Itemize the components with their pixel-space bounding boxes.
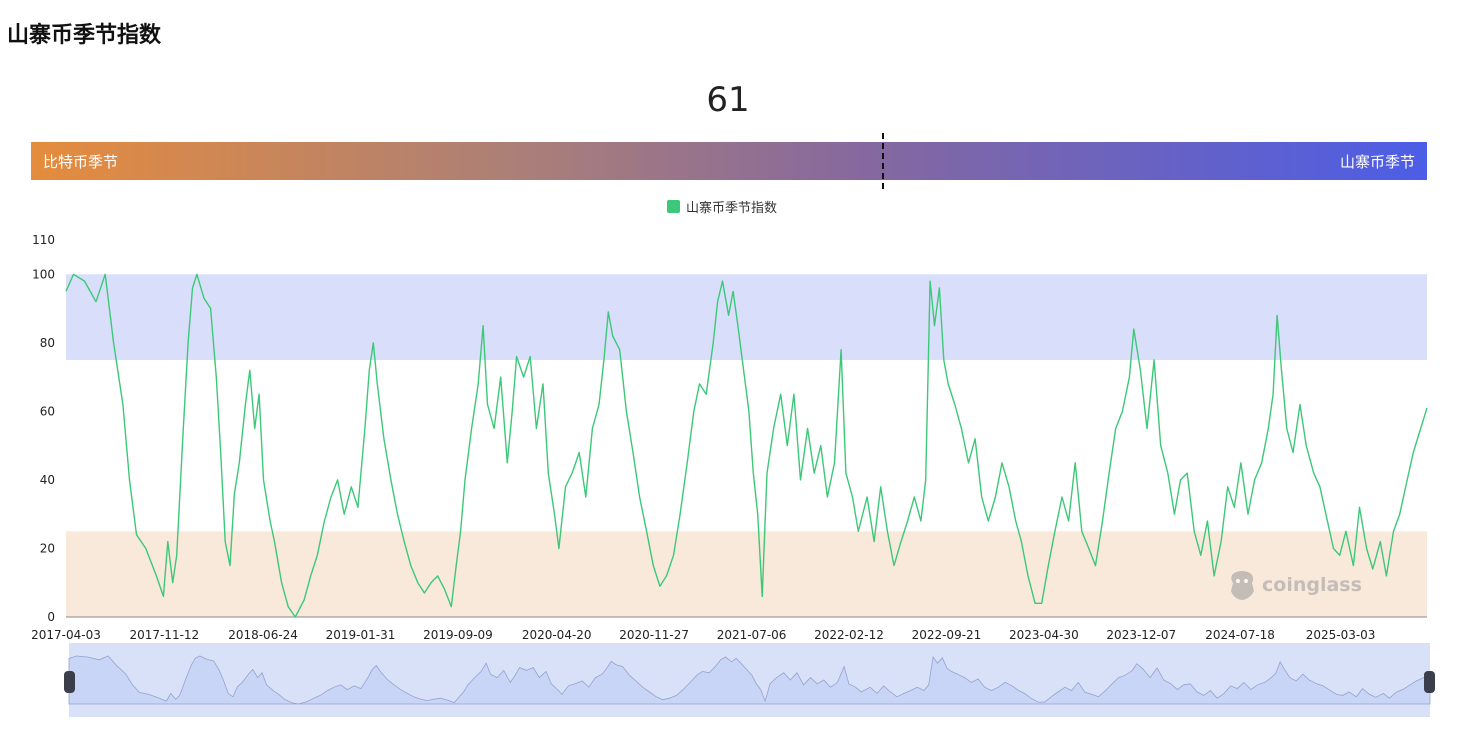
zoom-selection — [69, 643, 1430, 717]
x-tick-label: 2021-07-06 — [717, 628, 787, 640]
altcoin-index-value: 61 — [706, 80, 750, 120]
zoom-slider-track[interactable] — [0, 640, 1457, 720]
x-tick-label: 2025-03-03 — [1306, 628, 1376, 640]
chart-legend[interactable]: 山寨币季节指数 — [667, 197, 777, 216]
x-tick-label: 2017-11-12 — [129, 628, 199, 640]
y-tick-label: 20 — [40, 541, 55, 555]
y-tick-label: 60 — [40, 404, 55, 418]
x-tick-label: 2022-09-21 — [912, 628, 982, 640]
y-tick-label: 40 — [40, 473, 55, 487]
x-tick-label: 2022-02-12 — [814, 628, 884, 640]
x-tick-label: 2024-07-18 — [1205, 628, 1275, 640]
y-tick-label: 100 — [32, 267, 55, 281]
zoom-preview-area — [68, 655, 1431, 705]
coinglass-logo-icon — [1231, 571, 1254, 600]
watermark-text: coinglass — [1262, 574, 1362, 596]
legend-label: 山寨币季节指数 — [686, 201, 778, 216]
x-tick-label: 2019-01-31 — [326, 628, 396, 640]
x-tick-label: 2017-04-03 — [31, 628, 101, 640]
y-tick-label: 80 — [40, 336, 55, 350]
zoom-handle-left[interactable] — [64, 671, 75, 693]
bitcoin-season-band — [66, 531, 1427, 617]
x-tick-label: 2020-11-27 — [619, 628, 689, 640]
coinglass-watermark: coinglass — [1228, 569, 1362, 601]
altcoin-season-band — [66, 274, 1427, 360]
season-gauge-bar: 比特币季节 山寨币季节 — [31, 142, 1427, 180]
x-tick-label: 2018-06-24 — [228, 628, 298, 640]
x-tick-label: 2020-04-20 — [522, 628, 592, 640]
gauge-marker — [881, 133, 884, 189]
page-title: 山寨币季节指数 — [7, 23, 162, 48]
legend-swatch — [667, 200, 680, 213]
y-tick-label: 0 — [47, 610, 55, 624]
y-tick-label: 110 — [32, 233, 55, 247]
x-tick-label: 2023-04-30 — [1009, 628, 1079, 640]
altcoin-season-label: 山寨币季节 — [1339, 153, 1415, 171]
altcoin-index-line — [65, 273, 1428, 618]
altcoin-season-chart[interactable]: 0 20 40 60 80 100 110 2017-04-03 2017-11-12 2018-… — [0, 225, 1457, 640]
x-tick-label: 2023-12-07 — [1106, 628, 1176, 640]
x-tick-label: 2019-09-09 — [423, 628, 493, 640]
zoom-handle-right[interactable] — [1424, 671, 1435, 693]
bitcoin-season-label: 比特币季节 — [43, 153, 119, 171]
